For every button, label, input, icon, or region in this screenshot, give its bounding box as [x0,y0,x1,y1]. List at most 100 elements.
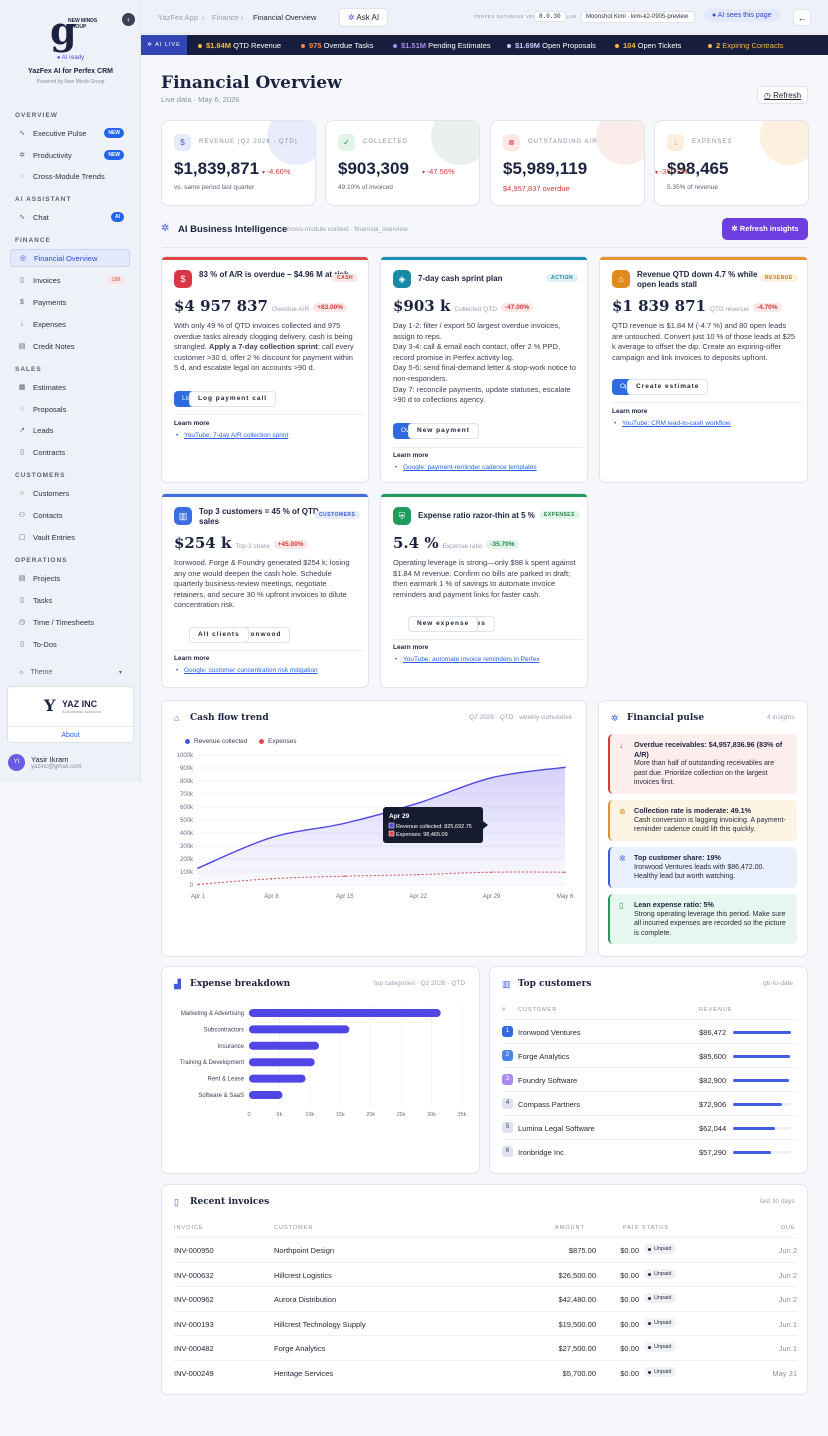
legend-revenue[interactable]: Revenue collected [185,738,247,745]
rank-badge: 5 [502,1122,513,1133]
column-header-revenue[interactable]: REVENUE [699,1007,733,1013]
invoice-id[interactable]: INV-000962 [174,1295,214,1304]
table-row[interactable]: INV-000249 Heritage Services $5,700.00 $0.0… [174,1359,797,1384]
customer-revenue: $57,290 [699,1148,727,1157]
learn-more-link[interactable]: YouTube: 7-day A/R collection sprint [176,432,288,439]
table-row[interactable]: INV-000193 Hillcrest Technology Supply $19… [174,1310,797,1335]
table-row[interactable]: 5 Lumina Legal Software $62,044 [502,1115,797,1139]
top-customers-meta: qtr-to-date [763,980,793,987]
table-row[interactable]: 1 Ironwood Ventures $86,472 [502,1019,797,1043]
expense-bar[interactable] [249,1041,319,1050]
learn-more-link[interactable]: YouTube: automate invoice reminders in P… [395,656,539,663]
sidebar-item-estimates[interactable]: ▦ Estimates [10,378,130,396]
new-expense-button[interactable]: New expense [408,616,479,632]
kpi-value: $5,989,119 [503,159,588,178]
column-header-amount[interactable]: AMOUNT [555,1225,585,1231]
expense-bar[interactable] [249,1009,441,1017]
invoice-paid: $0.00 [620,1270,639,1280]
invoice-id[interactable]: INV-000482 [174,1344,214,1353]
kpi-value: $1,839,871 [174,159,260,178]
revenue-area [198,767,565,885]
expense-bar[interactable] [249,1074,306,1083]
column-header-customer[interactable]: CUSTOMER [274,1225,314,1231]
column-header-due[interactable]: DUE [781,1225,796,1231]
sidebar-item-label: Time / Timesheets [33,617,94,627]
sidebar-item-cross-module-trends[interactable]: ◌ Cross-Module Trends [10,167,130,185]
expense-bar[interactable] [249,1025,350,1034]
invoice-id[interactable]: INV-000249 [174,1368,214,1378]
y-tick-label: 800k [180,779,194,785]
sidebar-item-vault-entries[interactable]: ▢ Vault Entries [10,528,130,546]
invoice-amount: $42,480.00 [558,1295,596,1304]
ticker-item[interactable]: 2 Expiring Contracts [708,41,784,50]
new-payment-button[interactable]: New payment [408,423,479,439]
sidebar-item-expenses[interactable]: ↓ Expenses [10,315,130,333]
learn-more-link[interactable]: YouTube: CRM lead-to-cash workflow [614,420,731,427]
refresh-button[interactable]: ◷ Refresh [757,86,808,104]
sidebar-item-executive-pulse[interactable]: ∿ Executive Pulse NEW [10,124,130,142]
status-badge: Unpaid [644,1317,677,1328]
sidebar-item-financial-overview[interactable]: ◎ Financial Overview [10,249,130,267]
sidebar-item-timesheets[interactable]: ◷ Time / Timesheets [10,613,130,631]
table-row[interactable]: 3 Foundry Software $82,900 [502,1067,797,1091]
expense-bar[interactable] [249,1091,283,1099]
revenue-share-fill [733,1127,775,1130]
ticker-item[interactable]: $1.69M Open Proposals [507,41,596,50]
sidebar-item-leads[interactable]: ↗ Leads [10,421,130,439]
sidebar-item-contacts[interactable]: ⚇ Contacts [10,506,130,524]
sidebar-item-credit-notes[interactable]: ▤ Credit Notes [10,337,130,355]
sidebar-item-tasks[interactable]: ▯ Tasks [10,591,130,609]
refresh-insights-button[interactable]: ✲ Refresh insights [722,218,808,240]
about-link[interactable]: About [8,726,133,743]
ticker-item[interactable]: $1.51M Pending Estimates [393,41,491,50]
sidebar-item-productivity[interactable]: ✲ Productivity NEW [10,146,130,164]
breadcrumb-finance[interactable]: Finance [212,13,239,22]
sidebar-item-chat[interactable]: ∿ Chat AI [10,208,130,226]
table-row[interactable]: INV-000482 Forge Analytics $27,500.00 $0.00… [174,1335,797,1359]
column-header-status[interactable]: STATUS [642,1225,669,1231]
sidebar-item-proposals[interactable]: ♢ Proposals [10,400,130,418]
all-clients-button[interactable]: All clients [189,627,249,643]
sidebar-item-customers[interactable]: ○ Customers [10,484,130,502]
pulse-item-collection: ⊗ Collection rate is moderate: 49.1% Cash … [608,800,797,841]
ai-sees-page-toggle[interactable]: ● AI sees this page [704,9,780,22]
table-row[interactable]: 6 Ironbridge Inc $57,290 [502,1139,797,1163]
user-name: Yasir Ikram [31,755,69,764]
log-payment-call-button[interactable]: Log payment call [189,391,277,407]
sidebar-item-contracts[interactable]: ▯ Contracts [10,443,130,461]
ticker-item[interactable]: 104 Open Tickets [615,41,681,50]
insight-card-revenue: ⌂ Revenue QTD down 4.7 % while open lead… [599,256,808,483]
page-subtitle: Live data · May 6, 2026 [161,95,240,104]
ticker-item[interactable]: 975 Overdue Tasks [301,41,374,50]
table-row[interactable]: 2 Forge Analytics $85,600 [502,1043,797,1067]
expense-bar[interactable] [249,1058,315,1067]
kpi-sub: vs. same period last quarter [174,184,255,191]
back-arrow-icon[interactable]: ← [793,9,811,26]
customer-revenue: $85,600 [699,1052,727,1061]
theme-selector[interactable]: ☼ Theme ▾ [10,664,130,680]
sidebar-item-invoices[interactable]: ▯ Invoices 139 [10,271,130,289]
ask-ai-button[interactable]: ✲ Ask AI [339,8,388,27]
learn-more-link[interactable]: Google: payment-reminder cadence templat… [395,464,537,471]
column-header-paid[interactable]: PAID [623,1225,640,1231]
table-row[interactable]: INV-000632 Hillcrest Logistics $26,500.00 $… [174,1261,797,1286]
legend-expenses[interactable]: Expenses [259,738,297,745]
create-estimate-button[interactable]: Create estimate [627,379,709,395]
column-header-invoice[interactable]: INVOICE [174,1225,204,1231]
llm-selector[interactable]: Moonshot Kimi · kimi-k2-0905-preview [581,11,695,23]
sidebar-item-payments[interactable]: $ Payments [10,293,130,311]
learn-more-link[interactable]: Google: customer concentration risk miti… [176,667,318,674]
sidebar-item-todos[interactable]: ▯ To-Dos [10,635,130,653]
breadcrumb-app[interactable]: YazFex App [158,13,198,22]
table-row[interactable]: 4 Compass Partners $72,906 [502,1091,797,1115]
column-header-customer[interactable]: CUSTOMER [518,1007,558,1013]
invoice-id[interactable]: INV-000950 [174,1246,214,1255]
table-row[interactable]: INV-000962 Aurora Distribution $42,480.00 $… [174,1286,797,1310]
ticker-item[interactable]: $1.84M QTD Revenue [198,41,281,50]
invoice-id[interactable]: INV-000193 [174,1319,214,1329]
sidebar-item-projects[interactable]: ▤ Projects [10,569,130,587]
collapse-sidebar-button[interactable]: ‹ [122,13,135,26]
kpi-sub: $4,957,837 overdue [503,184,570,193]
invoice-id[interactable]: INV-000632 [174,1270,214,1280]
table-row[interactable]: INV-000950 Northpoint Design $875.00 $0.00 U… [174,1237,797,1261]
